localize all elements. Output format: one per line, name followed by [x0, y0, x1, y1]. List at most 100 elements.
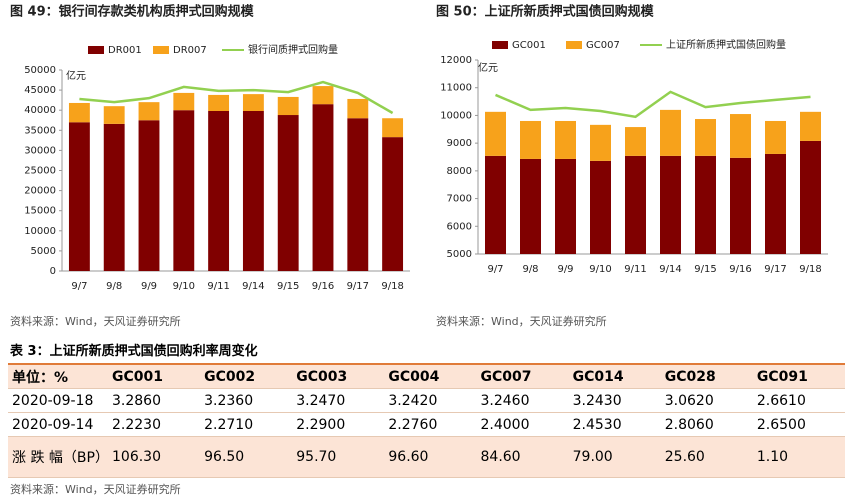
legend-label: DR001: [108, 45, 142, 56]
bar-segment: [660, 155, 681, 254]
bar-segment: [138, 120, 160, 271]
x-tick-label: 9/16: [729, 264, 751, 275]
table-cell: 2.8060: [664, 416, 714, 433]
bar-segment: [485, 155, 506, 254]
x-tick-label: 9/18: [381, 281, 403, 292]
table-cell: 3.2470: [296, 392, 346, 409]
bar-segment: [625, 155, 646, 254]
bar-segment: [765, 153, 786, 254]
table-cell: 3.2430: [572, 392, 622, 409]
table-cell: 2020-09-18: [12, 392, 94, 409]
bar-segment: [347, 118, 369, 272]
x-tick-label: 9/14: [659, 264, 681, 275]
y-tick-label: 6000: [447, 221, 472, 232]
bar-segment: [382, 137, 404, 271]
chart-title: 图 50：上证所新质押式国债回购规模: [436, 4, 655, 20]
x-tick-label: 9/8: [106, 281, 122, 292]
bar-segment: [138, 102, 160, 121]
bar-segment: [173, 92, 195, 111]
x-tick-label: 9/15: [694, 264, 716, 275]
legend-swatch: [566, 41, 582, 49]
table-cell: 3.0620: [664, 392, 714, 409]
rate-table: 单位：% GC001 GC002 GC003 GC004 GC007 GC014 GC028 G…: [8, 363, 845, 478]
x-tick-label: 9/16: [312, 281, 334, 292]
legend-label: GC007: [586, 40, 620, 51]
bar-segment: [555, 158, 576, 254]
table-cell: GC001: [108, 363, 201, 389]
table-source: 资料来源：Wind，天风证券研究所: [10, 483, 181, 496]
table-title: 表 3：上证所新质押式国债回购利率周变化: [10, 344, 258, 359]
legend-swatch: [88, 46, 104, 54]
x-tick-label: 9/10: [589, 264, 611, 275]
x-tick-label: 9/7: [71, 281, 87, 292]
legend-swatch: [153, 46, 169, 54]
x-tick-label: 9/10: [173, 281, 195, 292]
x-tick-label: 9/7: [487, 264, 503, 275]
y-tick-label: 45000: [24, 85, 56, 96]
table-cell: GC007: [476, 363, 569, 389]
bar-segment: [68, 102, 90, 123]
unit-label: 亿元: [66, 69, 86, 82]
line: [495, 90, 811, 119]
table-cell: 1.10: [752, 436, 845, 478]
y-tick-label: 7000: [447, 194, 472, 205]
table-cell: 95.70: [292, 436, 385, 478]
x-tick-label: 9/8: [522, 264, 538, 275]
y-tick-label: 50000: [24, 65, 56, 76]
table-cell: 3.2360: [204, 392, 254, 409]
legend-label: GC001: [512, 40, 546, 51]
bar-segment: [695, 155, 716, 254]
y-tick-label: 20000: [24, 186, 56, 197]
bar-segment: [242, 94, 264, 112]
table-cell: 2.2900: [296, 416, 346, 433]
bar-segment: [800, 111, 821, 141]
y-tick-label: 9000: [447, 138, 472, 149]
bar-segment: [590, 124, 611, 161]
x-tick-label: 9/17: [347, 281, 369, 292]
y-tick-label: 11000: [440, 83, 472, 94]
x-tick-label: 9/11: [624, 264, 646, 275]
table-cell: 96.60: [384, 436, 477, 478]
x-tick-label: 9/11: [207, 281, 229, 292]
source: 资料来源：Wind，天风证券研究所: [10, 314, 181, 328]
table-row: 单位：% GC001 GC002 GC003 GC004 GC007 GC014 GC028 G…: [8, 363, 845, 389]
bar-segment: [555, 120, 576, 159]
y-tick-label: 12000: [440, 55, 472, 66]
bar-segment: [800, 140, 821, 254]
bar-segment: [242, 111, 264, 271]
table-cell: 84.60: [476, 436, 569, 478]
legend-label: 上证所新质押式国债回购量: [666, 38, 786, 51]
legend-swatch: [492, 41, 508, 49]
bar-segment: [765, 120, 786, 154]
bar-segment: [590, 160, 611, 254]
table-cell: GC003: [292, 363, 385, 389]
y-tick-label: 10000: [440, 110, 472, 121]
x-tick-label: 9/18: [799, 264, 821, 275]
table-cell: 涨 跌 幅（BP）: [8, 436, 109, 478]
bar-segment: [485, 111, 506, 156]
bar-segment: [277, 115, 299, 271]
bar-segment: [208, 94, 230, 112]
table-cell: 2.2760: [388, 416, 438, 433]
bar-segment: [208, 111, 230, 271]
table-cell: 3.2420: [388, 392, 438, 409]
bar-segment: [277, 96, 299, 116]
bar-segment: [173, 110, 195, 271]
table-cell: 79.00: [568, 436, 661, 478]
bar-segment: [695, 119, 716, 156]
table-cell: 2.4000: [480, 416, 530, 433]
y-tick-label: 35000: [24, 125, 56, 136]
y-tick-label: 25000: [24, 166, 56, 177]
table-cell: 2.4530: [572, 416, 622, 433]
y-tick-label: 10000: [24, 226, 56, 237]
table-cell: 2.2710: [204, 416, 254, 433]
y-tick-label: 5000: [31, 246, 56, 257]
y-tick-label: 5000: [447, 249, 472, 260]
table-cell: GC014: [568, 363, 661, 389]
x-tick-label: 9/17: [764, 264, 786, 275]
table-cell: 3.2460: [480, 392, 530, 409]
bar-segment: [347, 98, 369, 119]
legend-label: DR007: [173, 45, 207, 56]
